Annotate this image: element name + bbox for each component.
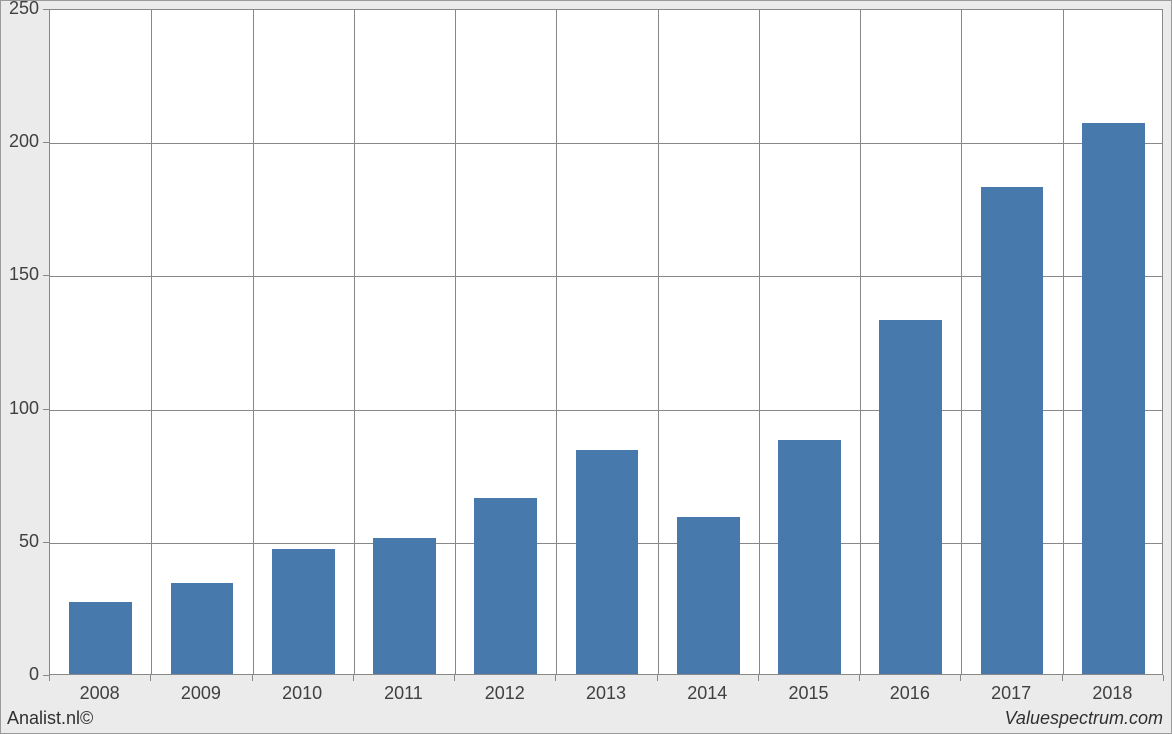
x-tick (150, 675, 151, 681)
y-tick (43, 9, 49, 10)
bar (778, 440, 841, 674)
bar (677, 517, 740, 674)
x-tick (657, 675, 658, 681)
y-tick (43, 409, 49, 410)
x-axis-label: 2017 (960, 683, 1061, 704)
bar (576, 450, 639, 674)
x-axis-label: 2016 (859, 683, 960, 704)
y-axis-label: 100 (1, 398, 39, 419)
gridline-vertical (455, 10, 456, 674)
x-tick (49, 675, 50, 681)
x-axis-label: 2015 (758, 683, 859, 704)
x-tick (859, 675, 860, 681)
bar (981, 187, 1044, 675)
gridline-vertical (556, 10, 557, 674)
gridline-vertical (354, 10, 355, 674)
x-tick (758, 675, 759, 681)
gridline-vertical (151, 10, 152, 674)
x-axis-label: 2013 (555, 683, 656, 704)
chart-container: 0 50 100 150 200 250 200820092010201120122013… (0, 0, 1172, 734)
y-axis-label: 200 (1, 131, 39, 152)
bar (171, 583, 234, 674)
gridline-vertical (759, 10, 760, 674)
y-tick (43, 275, 49, 276)
x-axis-label: 2012 (454, 683, 555, 704)
x-tick (555, 675, 556, 681)
x-tick (960, 675, 961, 681)
x-tick (454, 675, 455, 681)
x-axis-label: 2010 (252, 683, 353, 704)
y-axis-label: 150 (1, 264, 39, 285)
x-tick (252, 675, 253, 681)
y-axis-label: 0 (1, 664, 39, 685)
bar (1082, 123, 1145, 674)
y-axis-label: 50 (1, 531, 39, 552)
bar (373, 538, 436, 674)
y-tick (43, 142, 49, 143)
plot-area (49, 9, 1163, 675)
y-axis-label: 250 (1, 0, 39, 19)
gridline-vertical (253, 10, 254, 674)
footer-right-credit: Valuespectrum.com (1005, 708, 1163, 729)
bar (879, 320, 942, 674)
x-axis-label: 2009 (150, 683, 251, 704)
y-tick (43, 542, 49, 543)
x-axis-label: 2014 (657, 683, 758, 704)
gridline-horizontal (50, 143, 1162, 144)
footer-left-credit: Analist.nl© (7, 708, 93, 729)
x-tick (1163, 675, 1164, 681)
x-axis-label: 2008 (49, 683, 150, 704)
bar (474, 498, 537, 674)
bar (69, 602, 132, 674)
gridline-vertical (658, 10, 659, 674)
x-tick (353, 675, 354, 681)
gridline-vertical (1063, 10, 1064, 674)
gridline-vertical (860, 10, 861, 674)
x-axis-label: 2018 (1062, 683, 1163, 704)
gridline-vertical (961, 10, 962, 674)
x-axis-label: 2011 (353, 683, 454, 704)
x-tick (1062, 675, 1063, 681)
bar (272, 549, 335, 674)
